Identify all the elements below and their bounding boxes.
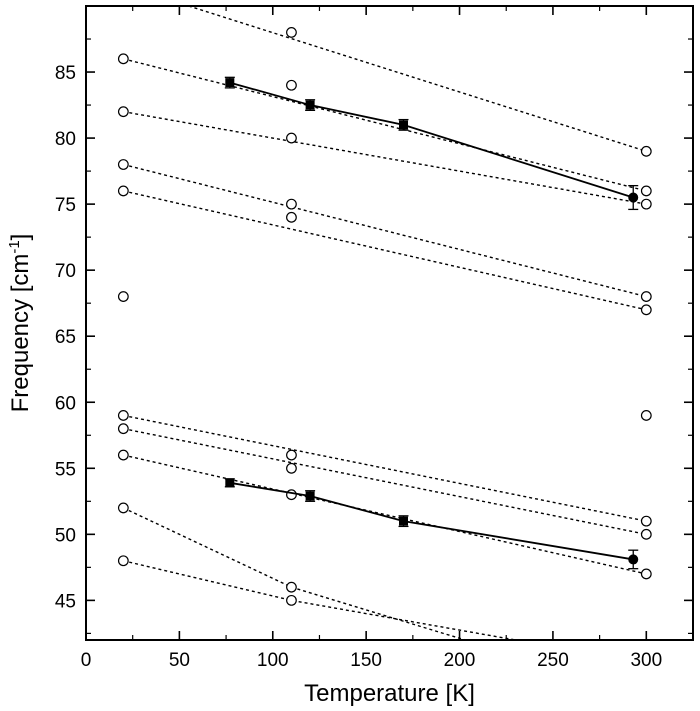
y-axis-label: Frequency [cm-1] — [6, 234, 34, 413]
calculated-point — [640, 515, 652, 527]
x-tick-label: 300 — [630, 650, 662, 671]
trend-line — [123, 414, 647, 522]
calculated-point — [286, 132, 297, 144]
calculated-point — [286, 198, 297, 210]
trend-line — [123, 190, 647, 311]
measured-point — [305, 100, 315, 110]
y-tick-label: 85 — [55, 63, 76, 84]
calculated-point — [286, 449, 297, 461]
calculated-point — [117, 423, 129, 435]
calculated-point — [286, 594, 297, 606]
y-tick-label: 45 — [55, 591, 76, 612]
calculated-point — [286, 462, 297, 474]
trend-line — [123, 560, 516, 640]
x-tick-label: 0 — [81, 650, 92, 671]
calculated-point — [640, 410, 652, 421]
calculated-point — [640, 528, 652, 540]
trend-line — [123, 427, 647, 536]
x-tick-label: 150 — [350, 650, 382, 671]
x-axis-label: Temperature [K] — [304, 680, 475, 707]
calculated-point — [286, 27, 297, 38]
calculated-point — [117, 291, 129, 302]
calculated-point — [117, 555, 129, 567]
calculated-point — [640, 568, 652, 580]
calculated-point — [117, 106, 129, 118]
calculated-point — [117, 410, 129, 421]
trend-line — [123, 110, 647, 205]
calculated-point — [640, 304, 652, 316]
y-axis-label-superscript: -1 — [6, 240, 23, 253]
measured-line — [229, 81, 634, 199]
trend-line — [123, 454, 647, 575]
measured-point — [305, 491, 315, 501]
calculated-point — [286, 489, 297, 501]
y-tick-label: 80 — [55, 129, 76, 150]
y-tick-label: 55 — [55, 459, 76, 480]
measured-point — [225, 78, 235, 88]
measured-point — [225, 478, 235, 488]
calculated-point — [640, 145, 652, 157]
trend-line — [188, 6, 647, 152]
x-tick-label: 50 — [169, 650, 190, 671]
y-tick-label: 70 — [55, 261, 76, 282]
calculated-point — [286, 211, 297, 223]
y-axis-label-main: Frequency [cm — [7, 254, 34, 413]
measured-point — [628, 192, 639, 203]
calculated-point — [640, 198, 652, 210]
y-tick-label: 60 — [55, 393, 76, 414]
calculated-point — [117, 53, 129, 65]
measured-point — [399, 120, 409, 130]
y-tick-label: 75 — [55, 195, 76, 216]
x-tick-label: 100 — [257, 650, 289, 671]
measured-line — [229, 481, 634, 561]
calculated-point — [117, 502, 129, 514]
x-tick-label: 200 — [444, 650, 476, 671]
x-tick-label: 250 — [537, 650, 569, 671]
trend-line — [123, 163, 647, 298]
calculated-point — [117, 185, 129, 197]
plot-frame — [85, 5, 694, 641]
y-axis-label-close: ] — [7, 234, 34, 241]
calculated-point — [117, 159, 129, 170]
calculated-point — [286, 581, 297, 593]
trend-line — [123, 507, 466, 640]
calculated-point — [640, 291, 652, 302]
measured-point — [628, 554, 639, 565]
calculated-point — [117, 449, 129, 461]
y-tick-label: 50 — [55, 525, 76, 546]
y-tick-label: 65 — [55, 327, 76, 348]
calculated-point — [286, 79, 297, 91]
measured-point — [399, 516, 409, 526]
calculated-point — [640, 185, 652, 197]
